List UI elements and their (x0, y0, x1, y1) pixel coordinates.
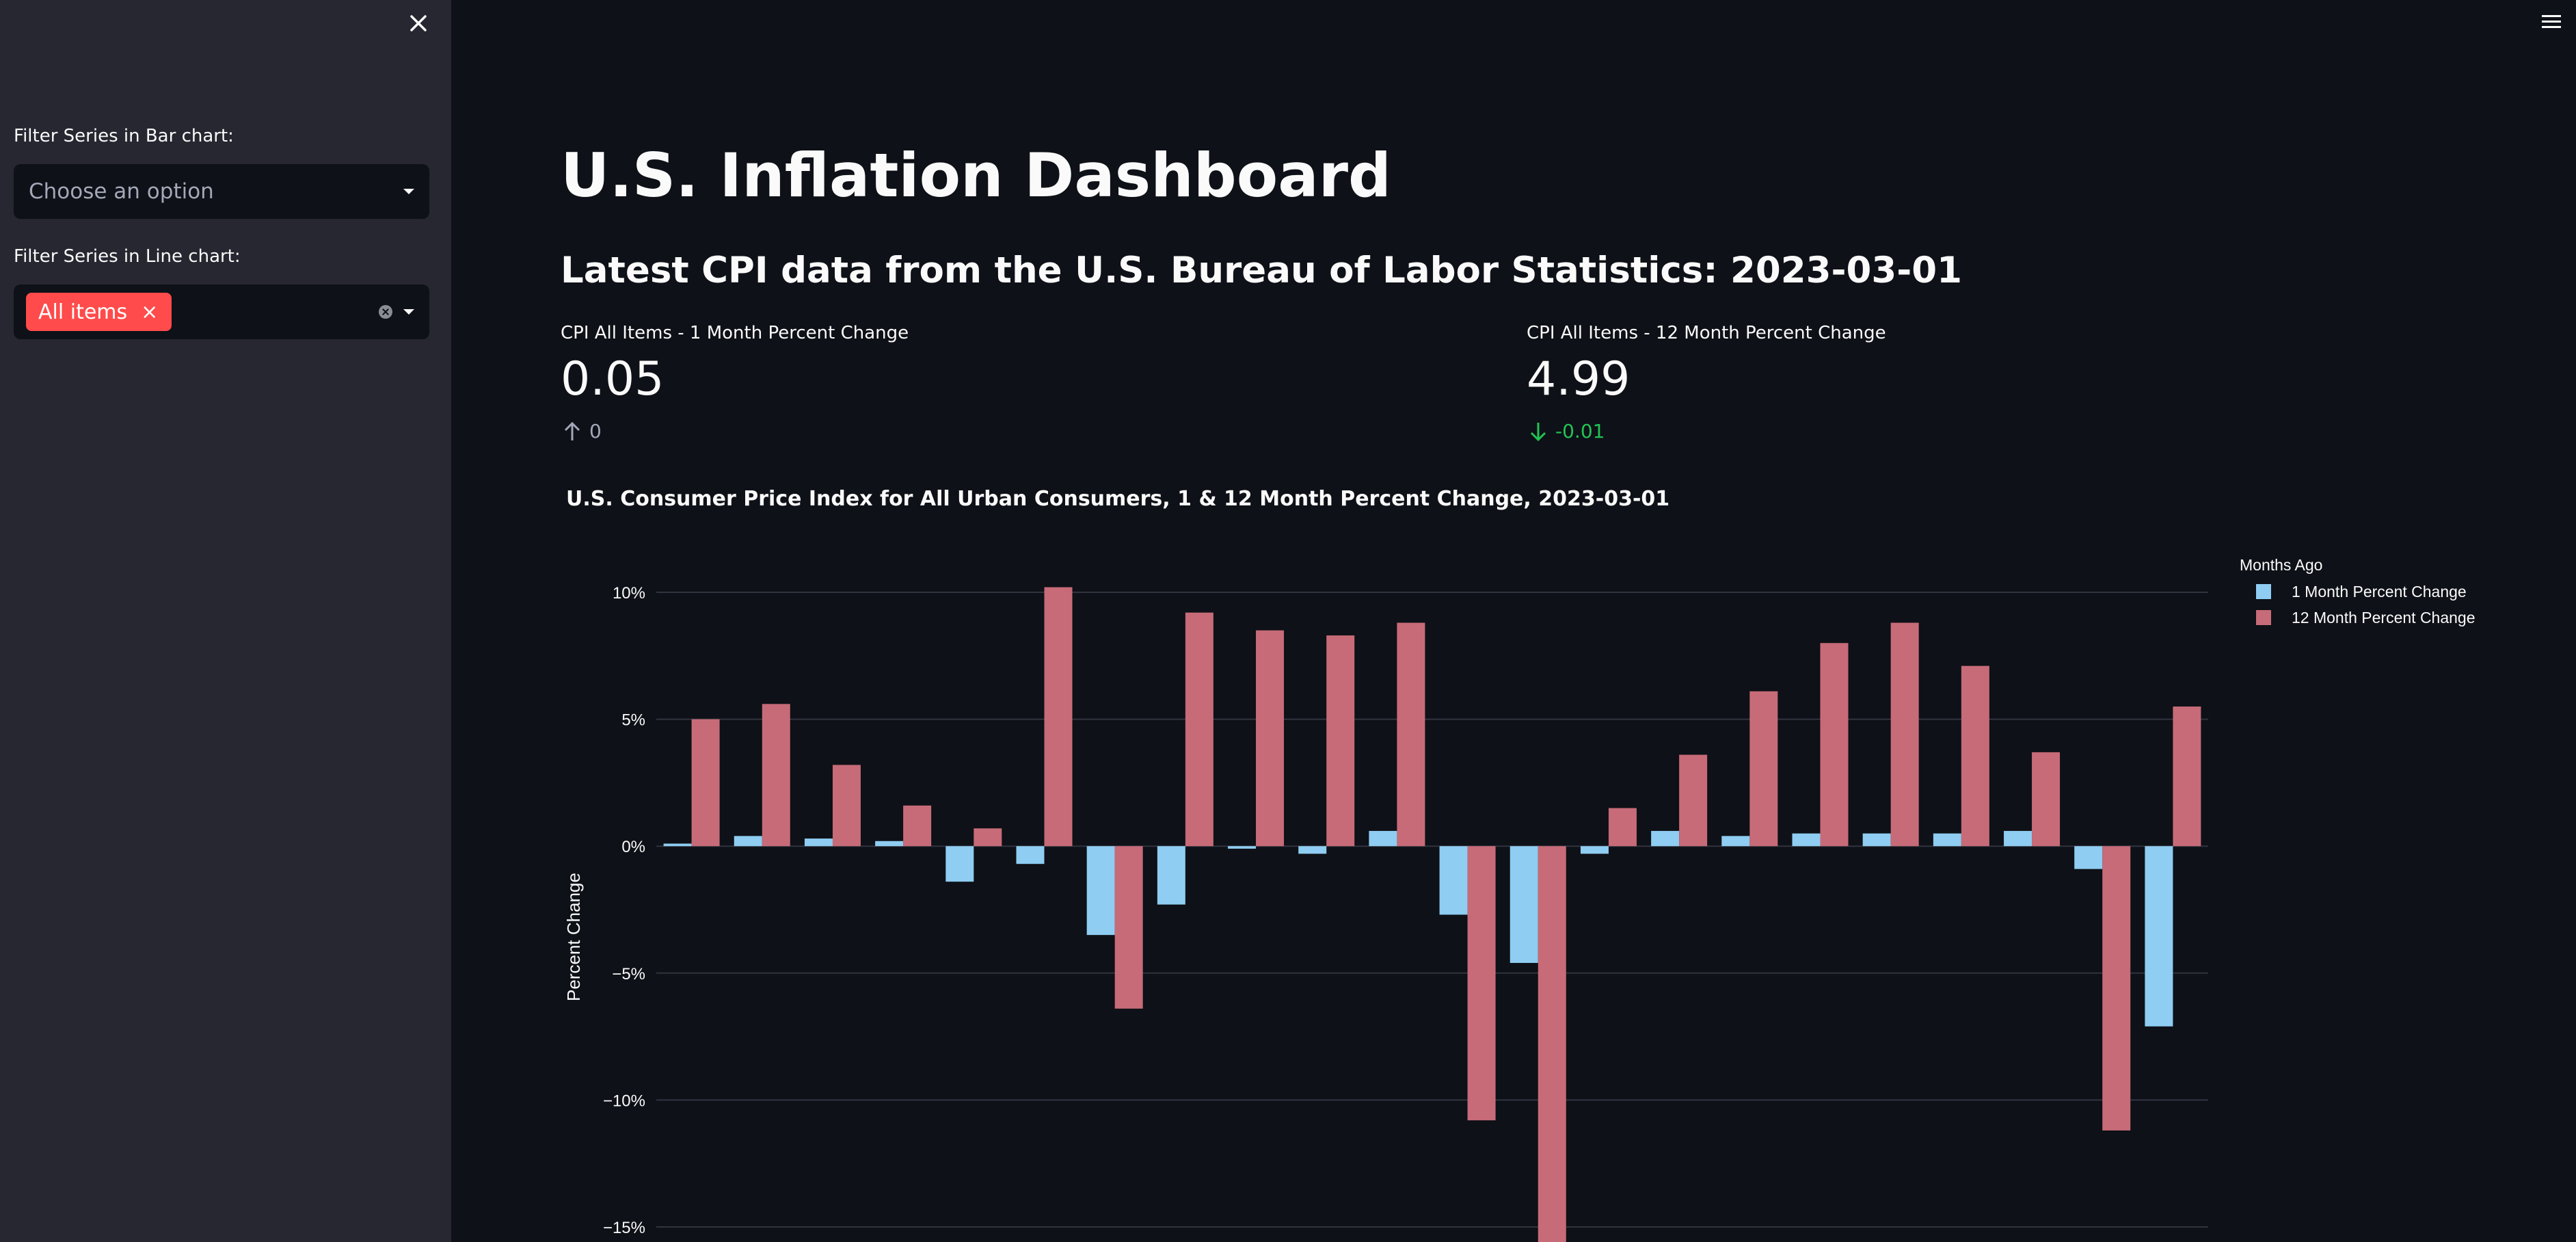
chip-remove-icon[interactable]: × (141, 300, 159, 324)
bar (804, 838, 833, 847)
bar (875, 841, 904, 847)
legend-swatch (2256, 610, 2271, 625)
bar (1256, 630, 1285, 847)
bar (734, 836, 762, 847)
bar (1369, 830, 1397, 847)
bar (1749, 691, 1778, 847)
metric-2-delta-value: -0.01 (1555, 420, 1605, 442)
metric-2-delta: -0.01 (1529, 420, 1605, 442)
metric-1-value: 0.05 (561, 352, 665, 406)
bar (762, 704, 790, 847)
legend-title: Months Ago (2240, 556, 2322, 574)
bar (1298, 846, 1327, 854)
legend-entry: 1 Month Percent Change (2292, 583, 2467, 600)
legend-entry: 12 Month Percent Change (2292, 609, 2476, 626)
close-sidebar-button[interactable] (403, 8, 433, 38)
bar (1792, 833, 1821, 847)
y-tick-label: −15% (603, 1219, 645, 1237)
bar (1439, 846, 1468, 915)
filter-chip-label: All items (38, 300, 128, 324)
bar (1114, 846, 1143, 1009)
bar (1721, 836, 1750, 847)
bar (691, 719, 720, 847)
bar (1016, 846, 1045, 864)
bar (1608, 808, 1637, 847)
bar-filter-label: Filter Series in Bar chart: (14, 126, 234, 146)
bar (2032, 752, 2061, 847)
bar (1820, 643, 1849, 847)
y-tick-label: 10% (613, 584, 645, 603)
bar (2102, 846, 2131, 1131)
hamburger-icon (2542, 15, 2561, 28)
chart-title: U.S. Consumer Price Index for All Urban … (566, 487, 1670, 511)
line-filter-select[interactable]: All items × (14, 285, 429, 339)
bar (1326, 635, 1355, 847)
y-axis-label: Percent Change (563, 873, 584, 1001)
bar (1397, 622, 1425, 847)
bar-filter-select[interactable]: Choose an option (14, 164, 429, 219)
bar (1510, 846, 1538, 963)
main-menu-button[interactable] (2538, 10, 2565, 33)
y-tick-label: −5% (612, 965, 645, 983)
metric-2-label: CPI All Items - 12 Month Percent Change (1527, 323, 1886, 343)
bar (663, 843, 692, 847)
bar (903, 805, 932, 847)
filter-chip: All items × (26, 293, 172, 331)
metric-1-label: CPI All Items - 1 Month Percent Change (561, 323, 909, 343)
line-filter-label: Filter Series in Line chart: (14, 246, 241, 267)
bar-filter-placeholder: Choose an option (29, 179, 214, 204)
bar (2173, 706, 2201, 847)
bar (1651, 830, 1680, 847)
legend-swatch (2256, 584, 2271, 599)
metric-1-delta: 0 (563, 420, 602, 442)
y-tick-label: 5% (621, 711, 645, 730)
chevron-down-icon[interactable] (403, 189, 414, 194)
bar (1890, 622, 1919, 847)
arrow-up-icon (564, 421, 580, 440)
bar (1961, 665, 1989, 847)
chevron-down-icon[interactable] (403, 309, 414, 315)
bar (1580, 846, 1609, 854)
bar (1228, 846, 1257, 849)
close-icon (410, 15, 427, 31)
page-title: U.S. Inflation Dashboard (561, 140, 1391, 211)
y-tick-label: 0% (621, 838, 645, 856)
bar (1086, 846, 1115, 936)
arrow-down-icon (1530, 422, 1546, 441)
metric-2-value: 4.99 (1527, 352, 1631, 406)
bar (1933, 833, 1961, 847)
bar (2004, 830, 2032, 847)
y-tick-label: −10% (603, 1092, 645, 1110)
bar (2074, 846, 2103, 869)
bar (2145, 846, 2173, 1027)
clear-selection-icon[interactable] (379, 305, 392, 319)
bar (1185, 612, 1213, 847)
bar (1862, 833, 1891, 847)
bar (945, 846, 974, 882)
bar (832, 765, 861, 847)
bar (1467, 846, 1496, 1121)
bar (1538, 846, 1566, 1242)
bar (1157, 846, 1185, 905)
bar (1044, 587, 1073, 847)
metric-1-delta-value: 0 (589, 420, 602, 442)
bar (1679, 754, 1708, 847)
page-subtitle: Latest CPI data from the U.S. Bureau of … (561, 250, 1962, 291)
sidebar: Filter Series in Bar chart: Choose an op… (0, 0, 451, 1242)
bar (974, 828, 1002, 847)
